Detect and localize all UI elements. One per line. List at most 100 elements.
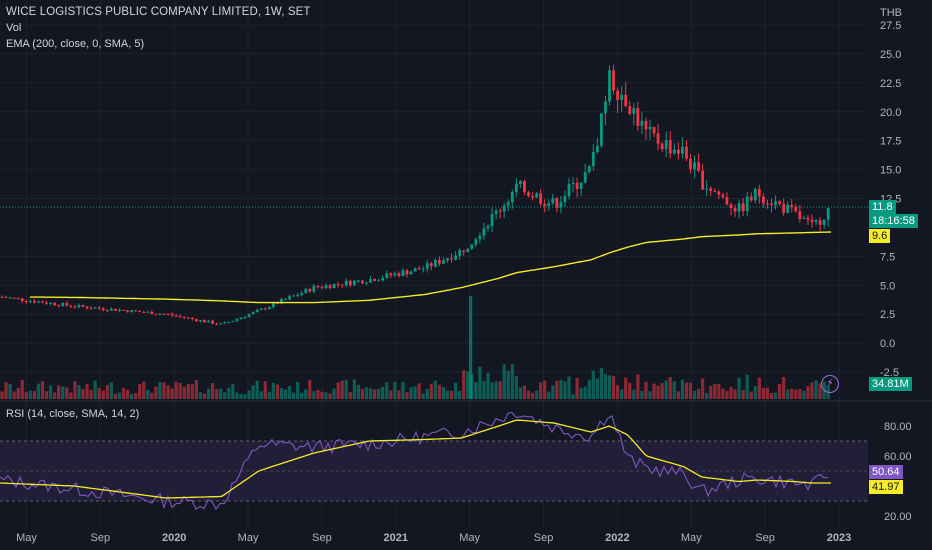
price-tick-label: 15.0 xyxy=(880,165,901,177)
candle-body xyxy=(547,203,551,206)
volume-bar xyxy=(178,383,182,399)
volume-bar xyxy=(146,389,150,399)
volume-bar xyxy=(81,389,85,399)
chart-title[interactable]: WICE LOGISTICS PUBLIC COMPANY LIMITED, 1… xyxy=(6,6,311,18)
volume-bar xyxy=(518,387,522,399)
rsi-legend[interactable]: RSI (14, close, SMA, 14, 2) xyxy=(6,408,140,420)
volume-bar xyxy=(640,391,644,399)
candle-body xyxy=(474,239,478,245)
candle-body xyxy=(664,140,668,150)
candle-body xyxy=(466,248,470,252)
volume-bar xyxy=(389,390,393,399)
candle-body xyxy=(162,313,166,315)
volume-bar xyxy=(194,380,198,399)
volume-bar xyxy=(130,393,134,399)
candle-body xyxy=(361,280,364,284)
candle-body xyxy=(296,294,300,296)
volume-bar xyxy=(182,386,186,399)
candle-body xyxy=(308,288,312,292)
volume-bar xyxy=(753,386,757,399)
price-tick-label: 2.5 xyxy=(880,309,895,321)
candle-body xyxy=(93,307,97,309)
volume-bar xyxy=(77,384,81,399)
volume-bar xyxy=(186,383,190,399)
candle-body xyxy=(0,296,4,298)
volume-bar xyxy=(603,373,608,399)
candle-body xyxy=(579,182,583,190)
candle-body xyxy=(401,270,405,277)
volume-bar xyxy=(381,386,385,399)
volume-bar xyxy=(652,383,656,399)
candle-body xyxy=(523,180,526,193)
volume-bar xyxy=(595,378,599,399)
volume-bar xyxy=(324,392,328,399)
volume-bar xyxy=(644,381,648,399)
candle-body xyxy=(199,320,202,322)
volume-bar xyxy=(737,377,741,399)
candle-body xyxy=(12,297,16,299)
lightning-icon[interactable]: ⚡ xyxy=(821,375,839,393)
volume-bar xyxy=(462,370,466,399)
volume-bar xyxy=(660,383,664,399)
volume-bar xyxy=(575,378,579,399)
candle-body xyxy=(818,220,822,225)
volume-bar xyxy=(551,385,555,399)
candle-body xyxy=(802,217,806,219)
volume-bar xyxy=(385,382,389,399)
candle-body xyxy=(53,302,57,306)
volume-bar xyxy=(745,374,749,399)
volume-legend[interactable]: Vol xyxy=(6,22,22,34)
candle-body xyxy=(826,207,830,220)
volume-bar xyxy=(697,388,701,399)
candle-body xyxy=(288,296,291,300)
candle-body xyxy=(389,273,393,276)
candle-body xyxy=(701,170,705,190)
candle-body xyxy=(166,313,170,315)
ema-legend[interactable]: EMA (200, close, 0, SMA, 5) xyxy=(6,38,145,50)
price-candles xyxy=(0,64,830,326)
volume-bar xyxy=(409,387,413,399)
volume-bar xyxy=(790,388,794,399)
candle-body xyxy=(640,120,644,126)
volume-bar xyxy=(717,383,721,399)
candle-body xyxy=(336,283,340,285)
candle-body xyxy=(101,308,105,310)
volume-bar xyxy=(393,381,397,399)
candle-body xyxy=(24,300,28,302)
candle-body xyxy=(531,196,534,198)
candle-body xyxy=(425,263,429,269)
candle-body xyxy=(709,188,713,192)
volume-bar xyxy=(769,392,774,399)
candle-body xyxy=(421,268,425,270)
rsi-tick-label: 20.00 xyxy=(884,511,912,523)
price-tick-label: 25.0 xyxy=(880,49,901,61)
price-tick-label: -2.5 xyxy=(880,367,899,379)
candle-body xyxy=(676,149,680,154)
candle-body xyxy=(138,311,142,313)
time-tick-label: 2021 xyxy=(384,532,408,544)
volume-bar xyxy=(134,393,138,399)
volume-bar xyxy=(206,388,211,399)
candle-body xyxy=(555,198,559,208)
volume-bar xyxy=(798,389,802,399)
candle-body xyxy=(369,279,372,283)
volume-bar xyxy=(158,382,162,399)
candle-body xyxy=(243,316,247,318)
volume-bar xyxy=(49,385,53,399)
volume-bar xyxy=(741,390,745,399)
candle-body xyxy=(458,250,462,256)
candle-body xyxy=(705,188,709,190)
volume-bar xyxy=(150,392,154,399)
candle-body xyxy=(745,196,749,212)
candle-body xyxy=(284,299,287,301)
candle-body xyxy=(239,317,243,319)
volume-bar xyxy=(676,391,680,399)
volume-bar xyxy=(348,391,352,399)
candle-body xyxy=(126,310,129,313)
volume-bar xyxy=(154,386,158,399)
volume-bar xyxy=(668,376,672,399)
candle-body xyxy=(344,280,348,286)
candle-body xyxy=(721,194,725,198)
candle-body xyxy=(122,309,125,311)
